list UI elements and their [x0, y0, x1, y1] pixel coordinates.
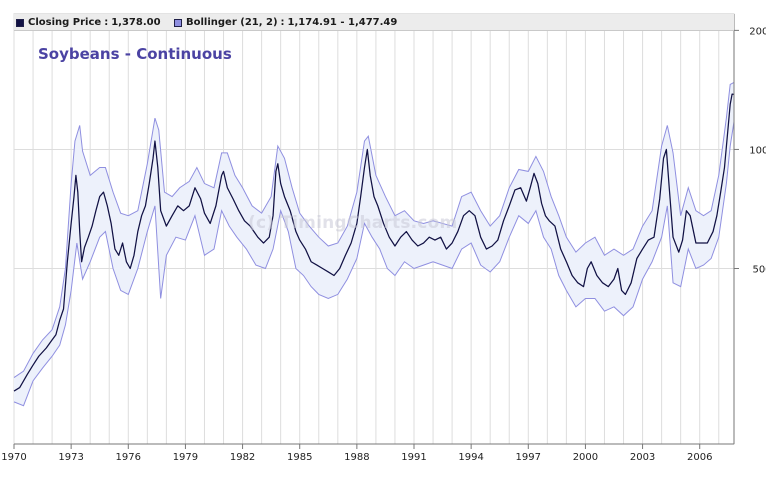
x-tick-label-2003: 2003	[630, 452, 655, 463]
y-tick-label-1000: 1000	[749, 145, 766, 156]
x-tick-label-2006: 2006	[687, 452, 712, 463]
x-tick-label-1979: 1979	[173, 452, 198, 463]
x-tick-label-1970: 1970	[1, 452, 26, 463]
bollinger-band-fill	[14, 82, 734, 406]
x-tick-label-1991: 1991	[401, 452, 426, 463]
x-tick-label-2000: 2000	[573, 452, 598, 463]
x-tick-label-1976: 1976	[116, 452, 141, 463]
x-tick-label-1973: 1973	[58, 452, 83, 463]
closing-price-line	[13, 93, 735, 392]
x-tick-label-1985: 1985	[287, 452, 312, 463]
x-tick-label-1982: 1982	[230, 452, 255, 463]
x-tick-label-1994: 1994	[458, 452, 483, 463]
chart-title: Soybeans - Continuous	[38, 45, 232, 63]
x-tick-label-1988: 1988	[344, 452, 369, 463]
axes: 1970 1973 1976 1979 1982 1985 1988 1991 1994 1997…	[1, 14, 766, 463]
bollinger-upper-line	[13, 81, 735, 378]
bollinger-band-layer	[13, 81, 735, 407]
price-series-layer	[13, 93, 735, 392]
y-tick-label-2000: 2000	[749, 26, 766, 37]
bollinger-lower-line	[13, 121, 735, 407]
y-tick-label-500: 500	[752, 265, 766, 276]
x-tick-label-1997: 1997	[516, 452, 541, 463]
